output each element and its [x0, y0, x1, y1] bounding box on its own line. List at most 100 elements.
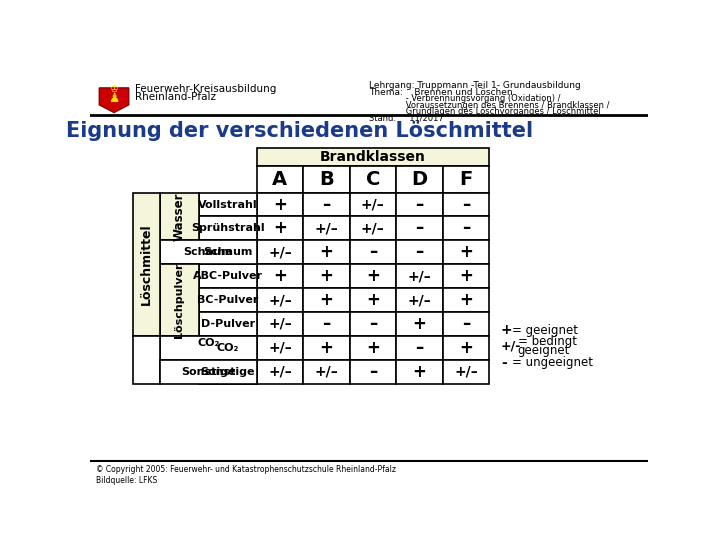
Text: –: – — [462, 219, 470, 238]
Text: D: D — [411, 170, 428, 189]
Bar — [303, 193, 350, 217]
Bar — [256, 336, 303, 360]
Bar — [303, 288, 350, 312]
Text: Sprühstrahl: Sprühstrahl — [191, 224, 264, 233]
Text: Rheinland-Pfalz: Rheinland-Pfalz — [135, 92, 216, 102]
Bar — [256, 193, 303, 217]
Bar — [443, 312, 489, 336]
Text: +: + — [320, 267, 333, 285]
Bar — [350, 166, 396, 193]
Text: +: + — [273, 267, 287, 285]
Polygon shape — [99, 88, 129, 112]
Bar — [256, 360, 303, 383]
Bar — [396, 312, 443, 336]
Text: Schaum: Schaum — [184, 247, 233, 257]
Text: +: + — [366, 339, 380, 357]
Text: +: + — [320, 291, 333, 309]
Bar — [396, 264, 443, 288]
Text: Vollstrahl: Vollstrahl — [198, 200, 257, 210]
Text: +/–: +/– — [361, 221, 384, 235]
Bar — [303, 360, 350, 383]
Bar — [303, 217, 350, 240]
Bar — [443, 288, 489, 312]
Bar — [256, 240, 303, 264]
Bar — [199, 312, 256, 336]
Text: Brandklassen: Brandklassen — [320, 150, 426, 164]
Text: +: + — [320, 244, 333, 261]
Text: +/–: +/– — [408, 269, 431, 283]
Bar — [256, 217, 303, 240]
Text: D-Pulver: D-Pulver — [200, 319, 255, 329]
Text: +: + — [459, 267, 473, 285]
Text: +: + — [320, 339, 333, 357]
Text: Löschpulver: Löschpulver — [174, 262, 184, 338]
Text: +: + — [413, 363, 426, 381]
Text: +: + — [366, 267, 380, 285]
Text: –: – — [415, 195, 423, 213]
Text: BC-Pulver: BC-Pulver — [197, 295, 258, 305]
Text: CO₂: CO₂ — [197, 338, 220, 348]
Text: –: – — [369, 315, 377, 333]
Text: B: B — [319, 170, 334, 189]
Bar — [303, 166, 350, 193]
Bar — [350, 193, 396, 217]
Text: Löschmittel: Löschmittel — [140, 224, 153, 305]
Bar — [396, 240, 443, 264]
Text: ABC-Pulver: ABC-Pulver — [192, 271, 263, 281]
Bar — [132, 336, 160, 383]
Text: +/–: +/– — [268, 293, 292, 307]
Bar — [396, 166, 443, 193]
Text: +/–: +/– — [268, 245, 292, 259]
Bar — [199, 240, 256, 264]
Text: Feuerwehr-Kreisausbildung: Feuerwehr-Kreisausbildung — [135, 84, 276, 94]
Bar — [160, 336, 256, 360]
Text: Thema:    Brennen und Löschen: Thema: Brennen und Löschen — [369, 87, 513, 97]
Bar — [199, 360, 256, 383]
Text: = bedingt: = bedingt — [518, 335, 577, 348]
Text: Grundlagen des Löschvorganges / Löschmittel: Grundlagen des Löschvorganges / Löschmit… — [369, 107, 600, 116]
Text: F: F — [459, 170, 472, 189]
Bar — [396, 288, 443, 312]
Text: +: + — [459, 291, 473, 309]
Text: –: – — [415, 244, 423, 261]
Text: geeignet: geeignet — [518, 344, 570, 357]
Text: –: – — [415, 339, 423, 357]
Text: Lehrgang: Truppmann -Teil 1- Grundausbildung: Lehrgang: Truppmann -Teil 1- Grundausbil… — [369, 81, 581, 90]
Text: ♔: ♔ — [109, 84, 118, 93]
Bar — [303, 240, 350, 264]
Bar — [256, 312, 303, 336]
Text: CO₂: CO₂ — [217, 343, 239, 353]
Text: Schaum: Schaum — [203, 247, 252, 257]
Text: = ungeeignet: = ungeeignet — [512, 356, 593, 369]
Bar — [256, 148, 489, 166]
Bar — [160, 193, 199, 240]
Bar — [443, 217, 489, 240]
Text: +: + — [413, 315, 426, 333]
Bar — [303, 312, 350, 336]
Text: Sonstige: Sonstige — [200, 367, 255, 376]
Text: –: – — [323, 315, 330, 333]
Bar — [350, 312, 396, 336]
Text: +: + — [459, 339, 473, 357]
Bar — [396, 336, 443, 360]
Bar — [256, 166, 303, 193]
Bar — [160, 360, 256, 383]
Text: +/–: +/– — [315, 364, 338, 379]
Bar — [443, 360, 489, 383]
Bar — [396, 360, 443, 383]
Text: +: + — [459, 244, 473, 261]
Text: © Copyright 2005: Feuerwehr- und Katastrophenschutzschule Rheinland-Pfalz
Bildqu: © Copyright 2005: Feuerwehr- und Katastr… — [96, 465, 396, 484]
Bar — [199, 288, 256, 312]
Bar — [443, 166, 489, 193]
Text: +/–: +/– — [268, 317, 292, 331]
Text: Wasser: Wasser — [173, 192, 186, 241]
Bar — [199, 217, 256, 240]
Bar — [350, 360, 396, 383]
Text: +: + — [273, 219, 287, 238]
Bar — [443, 193, 489, 217]
Bar — [350, 240, 396, 264]
Bar — [350, 336, 396, 360]
Text: –: – — [369, 244, 377, 261]
Bar — [443, 336, 489, 360]
Bar — [443, 240, 489, 264]
